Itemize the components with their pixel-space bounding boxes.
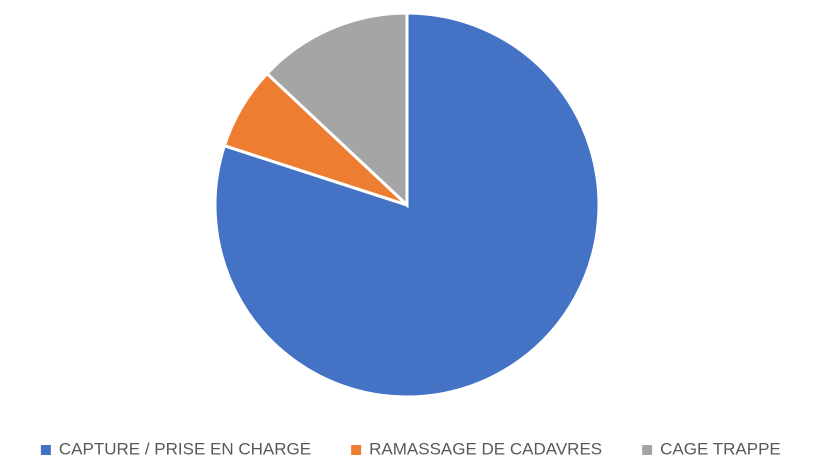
legend-swatch [351,445,362,455]
legend-swatch [642,445,653,455]
legend-label: CAGE TRAPPE [660,439,781,458]
legend-label: RAMASSAGE DE CADAVRES [369,439,602,458]
pie-slice [213,11,601,399]
pie-slice [264,11,409,209]
legend-label: CAPTURE / PRISE EN CHARGE [59,439,311,458]
legend-swatch [40,445,51,455]
